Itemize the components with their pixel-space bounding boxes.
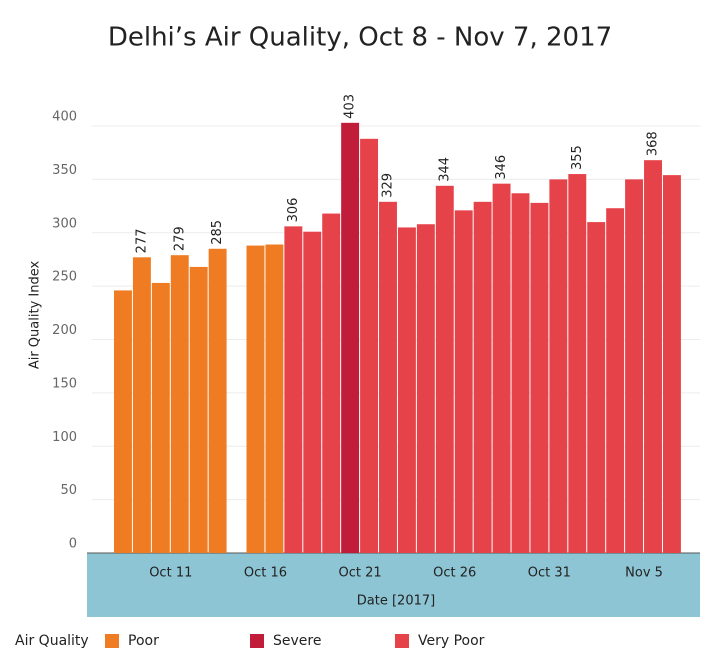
- data-label: 279: [172, 226, 187, 251]
- legend-label: Very Poor: [418, 633, 485, 649]
- x-tick-label: Oct 21: [339, 566, 382, 581]
- bar: [189, 266, 208, 553]
- y-tick-label: 100: [52, 430, 77, 445]
- data-label: 403: [343, 94, 358, 119]
- bar: [208, 248, 227, 554]
- bar: [454, 210, 473, 553]
- x-tick-label: Oct 16: [244, 566, 287, 581]
- data-label: 329: [380, 173, 395, 198]
- y-axis-title: Air Quality Index: [28, 261, 43, 370]
- bar: [473, 201, 492, 553]
- bar: [511, 193, 530, 553]
- bar: [303, 231, 322, 553]
- bar: [644, 160, 662, 553]
- legend-title: Air Quality: [15, 633, 89, 649]
- legend-swatch: [395, 634, 409, 648]
- bar: [606, 208, 625, 553]
- data-label: 355: [570, 145, 585, 170]
- bar: [246, 245, 265, 553]
- bar: [170, 255, 189, 553]
- x-tick-label: Nov 5: [625, 566, 663, 581]
- y-tick-label: 0: [69, 537, 77, 552]
- data-label: 277: [134, 228, 149, 253]
- bar: [549, 179, 568, 553]
- legend-label: Severe: [273, 633, 321, 649]
- bar: [662, 175, 681, 553]
- bar: [530, 202, 549, 553]
- x-axis-band: [87, 553, 700, 617]
- x-tick-label: Oct 26: [433, 566, 476, 581]
- data-label: 368: [646, 131, 661, 156]
- bar: [492, 183, 511, 554]
- bar: [625, 179, 644, 553]
- bar: [341, 122, 360, 554]
- bar: [151, 282, 170, 553]
- legend-swatch: [250, 634, 264, 648]
- data-label: 285: [210, 220, 225, 245]
- x-axis-title: Date [2017]: [357, 594, 435, 609]
- chart-title: Delhi’s Air Quality, Oct 8 - Nov 7, 2017: [108, 23, 612, 53]
- bar: [284, 226, 303, 553]
- data-label: 346: [494, 155, 509, 180]
- y-tick-label: 300: [52, 216, 77, 231]
- data-label: 306: [286, 198, 301, 223]
- bar: [587, 222, 606, 553]
- legend-label: Poor: [128, 633, 159, 649]
- bar: [132, 257, 151, 553]
- data-label: 344: [437, 157, 452, 182]
- bar: [416, 224, 435, 553]
- y-tick-label: 50: [60, 483, 77, 498]
- y-tick-label: 400: [52, 110, 77, 125]
- bar: [568, 174, 587, 553]
- bar: [114, 290, 132, 553]
- y-tick-label: 350: [52, 163, 77, 178]
- y-tick-label: 200: [52, 323, 77, 338]
- bar: [397, 227, 416, 553]
- y-tick-label: 250: [52, 270, 77, 285]
- bar: [435, 185, 454, 554]
- legend-swatch: [105, 634, 119, 648]
- bar: [360, 138, 379, 553]
- bar: [379, 201, 397, 553]
- bar: [322, 213, 341, 554]
- x-tick-label: Oct 11: [149, 566, 192, 581]
- y-tick-label: 150: [52, 376, 77, 391]
- bar: [265, 244, 284, 553]
- x-tick-label: Oct 31: [528, 566, 571, 581]
